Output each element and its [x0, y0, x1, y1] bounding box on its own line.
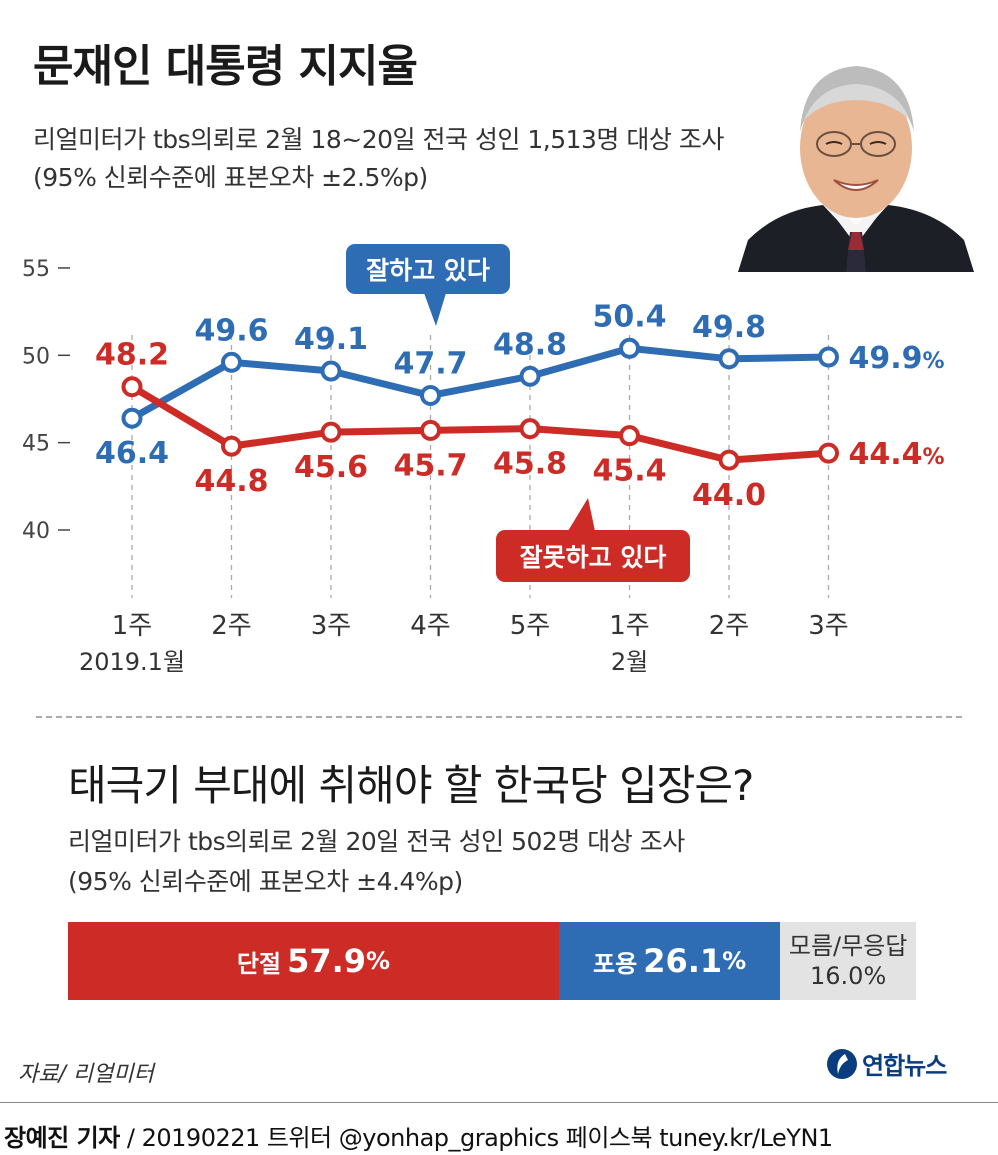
data-point	[121, 376, 143, 398]
segment-dont-know: 모름/무응답 16.0%	[780, 922, 916, 1000]
legend-label: 잘하고 있다	[366, 256, 490, 285]
data-label: 47.7	[393, 346, 467, 381]
data-label: 44.8	[194, 464, 268, 499]
series-lines	[128, 344, 832, 464]
chart-title: 문재인 대통령 지지율	[33, 41, 418, 92]
x-tick-label: 3주	[311, 611, 351, 641]
end-value-label: 44.4%	[849, 437, 945, 472]
series-points	[121, 337, 839, 471]
good-job-callout: 잘하고 있다	[346, 244, 510, 326]
yonhap-logo: 연합뉴스	[826, 1046, 947, 1081]
question-survey-description: 리얼미터가 tbs의뢰로 2월 20일 전국 성인 502명 대상 조사	[68, 827, 685, 856]
data-label: 45.7	[393, 448, 467, 483]
y-axis: 40 45 50 55	[22, 257, 70, 544]
data-label: 49.1	[294, 322, 368, 357]
y-tick-label: 45	[22, 432, 50, 457]
section-divider	[36, 716, 962, 718]
end-value-label: 49.9%	[849, 341, 945, 376]
source-note: 자료/ 리얼미터	[18, 1062, 154, 1087]
y-tick-label: 50	[22, 344, 50, 369]
data-label: 49.6	[194, 313, 268, 348]
segment-unit: %	[366, 947, 391, 975]
x-tick-label: 5주	[510, 611, 550, 641]
data-point	[718, 348, 740, 370]
segment-label: 단절	[236, 949, 282, 978]
data-point	[818, 442, 839, 464]
data-label: 45.6	[294, 450, 368, 485]
segment-label: 모름/무응답	[788, 932, 908, 960]
data-point	[420, 419, 441, 441]
x-month-label: 2019.1월	[79, 648, 185, 676]
stacked-breakdown-bar: 단절 57.9 % 포용 26.1 % 모름/무응답 16.0%	[68, 922, 916, 1000]
x-tick-label: 4주	[410, 611, 450, 641]
credit-line: 장예진 기자 / 20190221 트위터 @yonhap_graphics 페…	[4, 1118, 833, 1153]
data-label: 48.2	[95, 338, 169, 373]
data-point	[420, 384, 441, 406]
data-label: 50.4	[592, 299, 666, 334]
data-point	[320, 360, 342, 382]
data-point	[221, 435, 242, 457]
x-tick-label: 1주	[609, 611, 649, 641]
data-label: 49.8	[692, 310, 766, 345]
x-tick-label: 1주	[112, 611, 152, 641]
data-point	[619, 337, 640, 359]
bad-job-callout: 잘못하고 있다	[496, 498, 690, 582]
segment-unit: %	[722, 947, 747, 975]
data-point	[619, 425, 640, 447]
data-point	[519, 365, 541, 387]
x-axis: 1주 2019.1월 2주 3주 4주 5주 1주 2월 2주 3주	[79, 611, 849, 676]
question-title: 태극기 부대에 취해야 할 한국당 입장은?	[68, 761, 754, 810]
data-point	[320, 421, 342, 443]
segment-value: 16.0%	[810, 962, 887, 990]
data-label: 45.8	[493, 447, 567, 482]
president-portrait-image	[738, 40, 974, 272]
segment-embrace: 포용 26.1 %	[558, 922, 781, 1000]
good-job-line	[128, 344, 832, 422]
x-tick-label: 2주	[211, 611, 251, 641]
legend-label: 잘못하고 있다	[520, 543, 667, 572]
question-survey-margin: (95% 신뢰수준에 표본오차 ±4.4%p)	[68, 867, 463, 896]
data-point	[221, 351, 242, 373]
segment-value: 26.1	[643, 942, 723, 980]
data-label: 48.8	[493, 327, 567, 362]
yonhap-logo-icon	[827, 1048, 857, 1079]
credit-details: / 20190221 트위터 @yonhap_graphics 페이스북 tun…	[119, 1124, 833, 1152]
approval-line-chart: 40 45 50 55 46.4 49.6 49.1 47.7 48.8 50.4 49.8 49.…	[22, 244, 945, 676]
data-labels: 46.4 49.6 49.1 47.7 48.8 50.4 49.8 49.9% 48.2 44.…	[95, 299, 945, 513]
segment-label: 포용	[593, 949, 638, 978]
data-label: 44.0	[692, 478, 766, 513]
y-tick-label: 40	[22, 519, 50, 544]
x-month-label: 2월	[611, 648, 648, 676]
y-tick-label: 55	[22, 257, 50, 282]
footer-divider	[0, 1102, 998, 1103]
segment-cut-ties: 단절 57.9 %	[68, 922, 559, 1000]
data-point	[818, 346, 839, 368]
data-point	[718, 449, 740, 471]
segment-value: 57.9	[287, 942, 367, 980]
x-tick-label: 2주	[709, 611, 749, 641]
data-point	[121, 407, 143, 429]
data-label: 46.4	[95, 436, 169, 471]
survey-description: 리얼미터가 tbs의뢰로 2월 18~20일 전국 성인 1,513명 대상 조…	[33, 125, 724, 154]
survey-margin: (95% 신뢰수준에 표본오차 ±2.5%p)	[33, 163, 428, 192]
yonhap-logo-text: 연합뉴스	[862, 1052, 947, 1080]
bad-job-line	[128, 383, 832, 464]
data-label: 45.4	[592, 454, 666, 489]
x-tick-label: 3주	[808, 611, 848, 641]
data-point	[519, 418, 541, 440]
reporter-name: 장예진 기자	[4, 1124, 120, 1152]
